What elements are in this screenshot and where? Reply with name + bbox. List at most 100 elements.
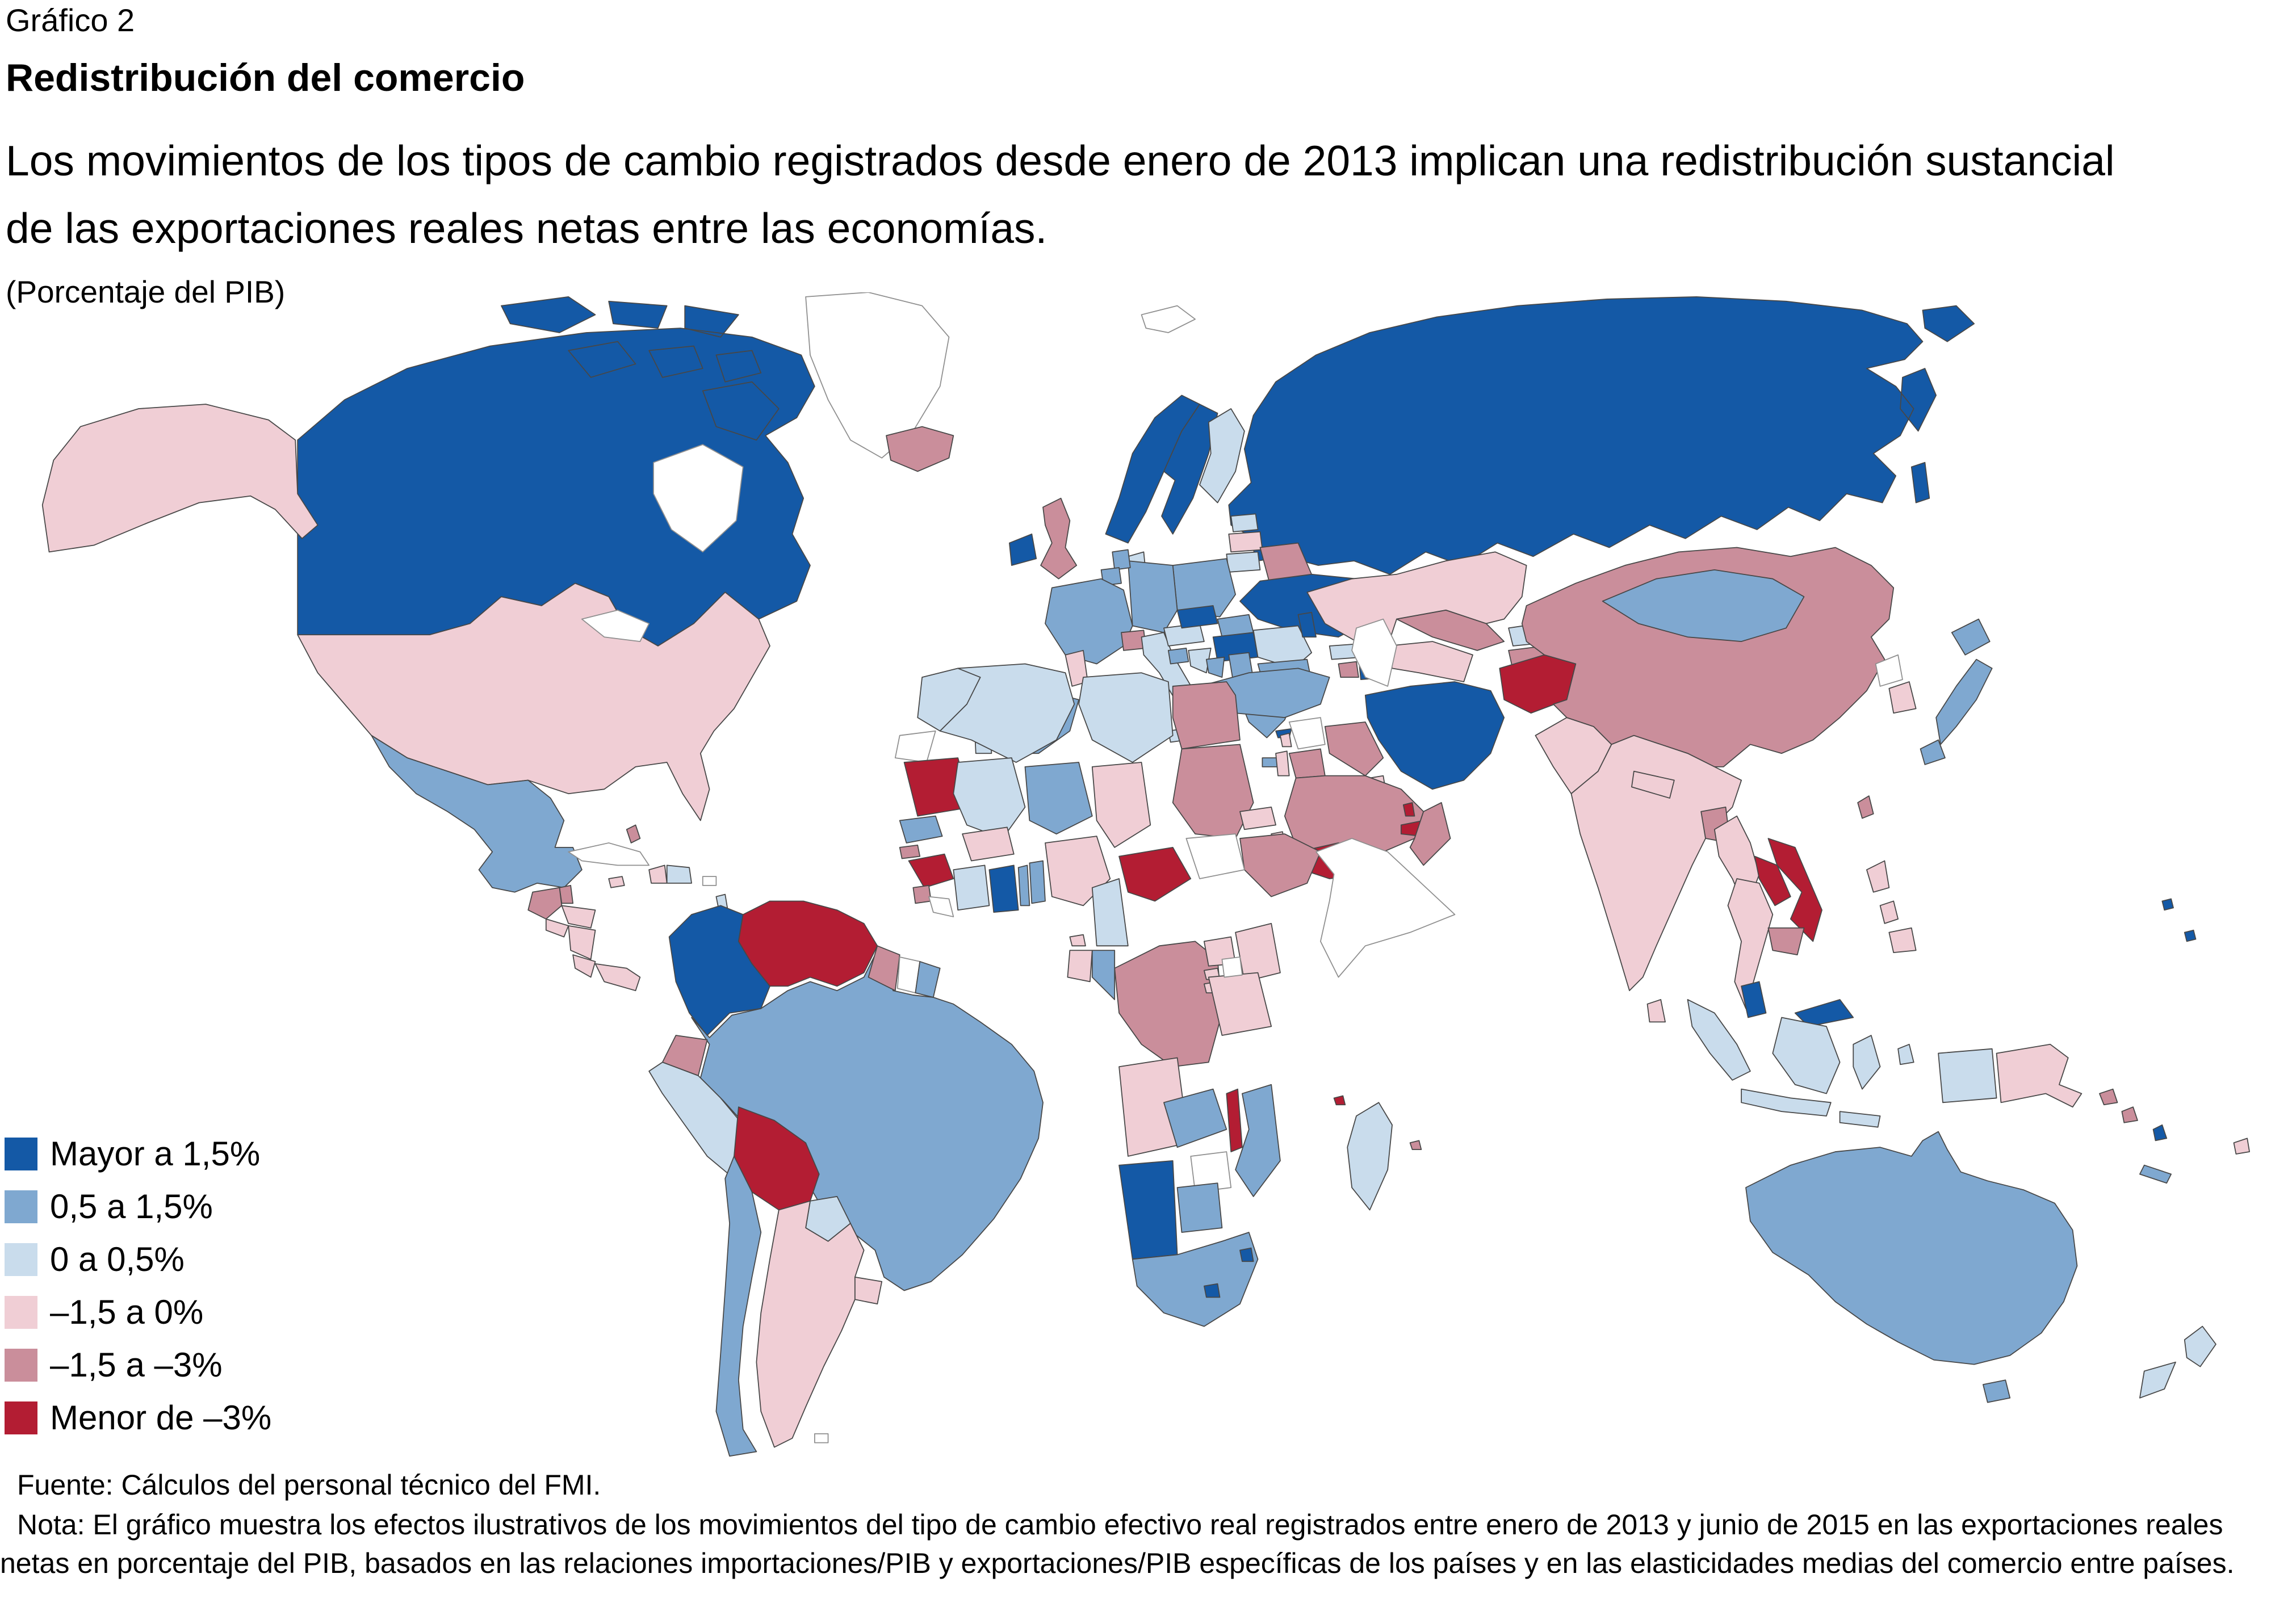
country-netherlands <box>1112 549 1131 570</box>
country-kiribati <box>2184 929 2197 942</box>
country-guatemala <box>527 887 563 920</box>
country-malaysia <box>1741 981 1854 1027</box>
country-slovenia <box>1167 648 1189 665</box>
country-chile <box>715 1156 762 1457</box>
country-south-africa <box>1132 1232 1259 1327</box>
country-laos <box>1754 855 1791 907</box>
country-uk <box>1040 497 1078 580</box>
country-liberia <box>928 896 954 917</box>
country-india <box>1570 735 1742 992</box>
country-png <box>1996 1043 2083 1108</box>
country-mongolia <box>1602 569 1805 642</box>
legend-item: 0 a 0,5% <box>5 1233 271 1286</box>
country-haiti <box>648 865 668 884</box>
country-senegal <box>899 815 943 844</box>
country-qatar <box>1402 802 1415 817</box>
legend-label: Menor de –3% <box>50 1399 272 1437</box>
source-note: Fuente: Cálculos del personal técnico de… <box>17 1469 601 1501</box>
country-panama <box>594 963 641 992</box>
country-new-zealand <box>2139 1325 2216 1399</box>
country-north-korea <box>1875 654 1903 687</box>
country-fiji <box>2233 1138 2250 1155</box>
map-legend: Mayor a 1,5% 0,5 a 1,5% 0 a 0,5% –1,5 a … <box>5 1127 271 1444</box>
country-gabon <box>1067 950 1093 983</box>
country-mauritius <box>1409 1140 1422 1151</box>
hudson-bay <box>653 444 744 553</box>
legend-label: –1,5 a –3% <box>50 1346 223 1384</box>
country-sweden <box>1161 404 1218 535</box>
country-ireland <box>1009 533 1037 566</box>
country-chad <box>1091 762 1151 848</box>
country-ghana <box>988 865 1019 913</box>
country-latvia <box>1228 531 1263 553</box>
country-marshall-islands <box>2161 898 2174 911</box>
country-armenia <box>1338 661 1359 678</box>
country-drc <box>1114 941 1223 1068</box>
country-congo <box>1091 950 1116 1000</box>
country-sri-lanka <box>1646 999 1666 1023</box>
country-sudan <box>1172 744 1254 839</box>
country-russia <box>1228 296 1975 575</box>
legend-item: Mayor a 1,5% <box>5 1127 271 1180</box>
country-equatorial-guinea <box>1069 934 1086 947</box>
legend-label: 0 a 0,5% <box>50 1240 185 1278</box>
country-vietnam <box>1767 838 1822 942</box>
country-usa-alaska <box>41 404 319 553</box>
country-madagascar <box>1347 1102 1393 1211</box>
legend-swatch-cat4 <box>5 1295 37 1329</box>
country-malawi <box>1226 1088 1243 1152</box>
country-el-salvador <box>545 918 569 938</box>
country-vanuatu <box>2152 1124 2168 1142</box>
country-western-sahara <box>894 730 936 763</box>
country-israel <box>1275 750 1290 777</box>
country-south-sudan <box>1185 833 1245 879</box>
country-benin <box>1029 860 1046 904</box>
country-cote-divoire <box>953 865 990 911</box>
world-choropleth-map <box>31 292 2292 1467</box>
legend-item: Menor de –3% <box>5 1391 271 1444</box>
country-jamaica <box>608 876 625 888</box>
legend-label: 0,5 a 1,5% <box>50 1187 213 1226</box>
country-lithuania <box>1226 551 1261 573</box>
legend-swatch-cat2 <box>5 1190 37 1223</box>
figure-number: Gráfico 2 <box>6 2 135 38</box>
country-puerto-rico <box>702 876 717 886</box>
country-costa-rica <box>572 954 596 978</box>
country-zimbabwe <box>1190 1151 1232 1193</box>
country-guinea-bissau <box>899 844 921 859</box>
lake-victoria <box>1221 956 1243 978</box>
country-libya <box>1078 672 1174 763</box>
country-france <box>1045 578 1133 665</box>
country-germany <box>1127 560 1178 633</box>
country-comoros <box>1333 1095 1346 1106</box>
country-philippines <box>1866 860 1917 954</box>
country-lebanon <box>1280 732 1292 748</box>
country-new-caledonia <box>2139 1164 2172 1184</box>
legend-item: 0,5 a 1,5% <box>5 1180 271 1233</box>
country-australia <box>1745 1131 2078 1403</box>
map-svg <box>41 292 2250 1457</box>
figure-footer: Fuente: Cálculos del personal técnico de… <box>0 1466 2292 1583</box>
country-nepal <box>1631 770 1675 799</box>
explanatory-note: Nota: El gráfico muestra los efectos ilu… <box>0 1509 2235 1579</box>
legend-swatch-cat6 <box>5 1401 37 1434</box>
country-mali <box>953 757 1026 839</box>
country-oman <box>1409 802 1451 866</box>
country-guinea <box>908 853 954 888</box>
country-moldova <box>1297 611 1317 638</box>
legend-label: Mayor a 1,5% <box>50 1135 261 1173</box>
caspian-sea <box>1351 618 1397 687</box>
country-iceland <box>886 426 954 472</box>
figure-subtitle: Los movimientos de los tipos de cambio r… <box>6 137 2115 252</box>
country-cuba <box>568 842 650 866</box>
country-uzbekistan <box>1396 609 1505 651</box>
legend-swatch-cat3 <box>5 1243 37 1276</box>
country-niger <box>1024 762 1093 835</box>
country-japan <box>1920 618 1993 765</box>
legend-swatch-cat1 <box>5 1137 37 1170</box>
country-bosnia <box>1205 656 1225 678</box>
country-jordan <box>1288 748 1326 779</box>
country-lesotho <box>1204 1283 1221 1298</box>
country-falklands <box>814 1433 829 1443</box>
country-iraq <box>1324 721 1384 777</box>
